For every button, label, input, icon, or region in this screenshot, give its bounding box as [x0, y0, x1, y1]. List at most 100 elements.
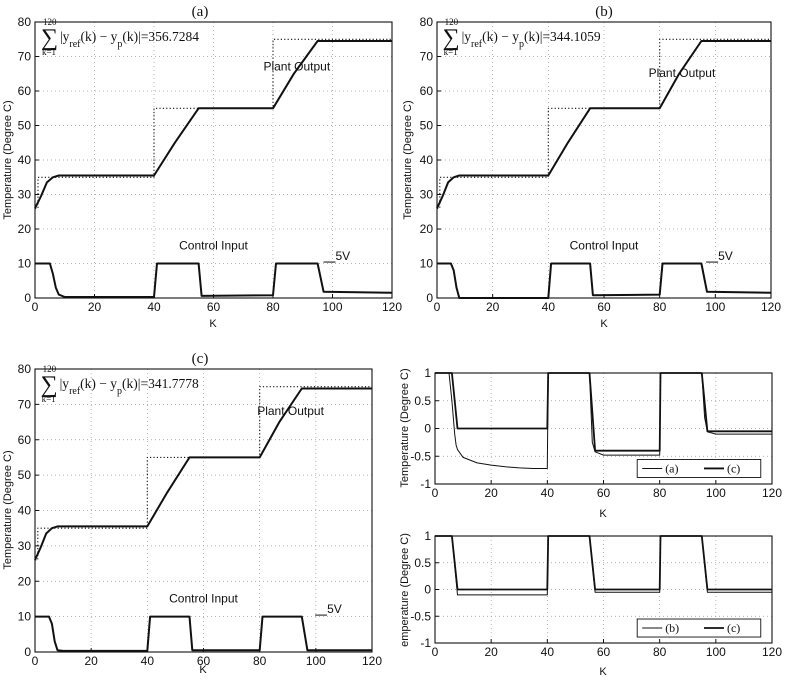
legend: (b) (c) [636, 618, 762, 638]
chart-diff1: 0 20 40 60 80 100 120 -1 -0.5 0 0.5 1 K Temperature (… [399, 366, 782, 520]
x-tick-label: 60 [597, 645, 611, 659]
sum-expression-part: |y [60, 29, 70, 44]
sum-expression-part: |y [462, 29, 472, 44]
y-tick-label: 40 [18, 504, 32, 518]
y-axis-label: Temperature (Degree C) [2, 100, 14, 219]
y-tick-label: 0 [24, 645, 31, 659]
y-tick-label: 0 [426, 291, 433, 305]
x-tick-label: 80 [253, 654, 267, 668]
y-tick-label: 10 [18, 610, 32, 624]
sum-upper-limit: 120 [43, 17, 57, 27]
x-tick-label: 40 [147, 300, 161, 314]
sum-formula: 120∑k=1 |yref(k) − yp(k)|=356.7284 [41, 17, 199, 57]
sum-formula: 120∑k=1 |yref(k) − yp(k)|=341.7778 [41, 364, 199, 404]
x-tick-label: 100 [706, 486, 726, 500]
x-tick-label: 40 [141, 654, 155, 668]
legend: (a) (c) [636, 459, 762, 478]
sum-value: =344.1059 [542, 29, 600, 44]
sum-value: =356.7284 [141, 29, 199, 44]
sum-symbol: ∑ [41, 372, 58, 398]
x-axis-label: K [209, 318, 217, 330]
scale-label: 5V [327, 602, 342, 616]
chart-title: (b) [595, 4, 613, 20]
y-tick-label: 70 [18, 397, 32, 411]
y-tick-label: 20 [420, 222, 434, 236]
x-tick-label: 0 [432, 486, 439, 500]
y-tick-label: 60 [420, 84, 434, 98]
x-tick-label: 20 [484, 486, 498, 500]
series-line-2 [437, 262, 772, 299]
y-tick-label: 60 [18, 84, 32, 98]
legend-box [636, 618, 762, 638]
y-tick-label: 50 [18, 468, 32, 482]
sum-upper-limit: 120 [445, 17, 459, 27]
x-tick-label: 120 [761, 300, 781, 314]
x-tick-label: 20 [486, 300, 500, 314]
x-tick-label: 20 [88, 300, 102, 314]
x-tick-label: 120 [382, 300, 402, 314]
control-input-label: Control Input [570, 239, 639, 253]
chart-title: (c) [192, 351, 209, 367]
y-tick-label: 80 [18, 362, 32, 376]
y-tick-label: 20 [18, 574, 32, 588]
sum-expression-part: (k) − y [81, 29, 118, 44]
chart-b: 0 20 40 60 80 100 120 0 10 20 30 40 50 60 70 80 K Tempera… [402, 4, 781, 330]
legend-label: (c) [727, 461, 740, 475]
sum-expression-part: (k)| [122, 29, 140, 44]
sum-expression: |yref(k) − yp(k)|=344.1059 [462, 29, 601, 50]
y-axis-label: emperature (Degree C) [399, 533, 411, 647]
legend-label: (b) [665, 621, 679, 635]
scale-label: 5V [335, 249, 350, 263]
sum-lower-limit: k=1 [42, 394, 56, 404]
x-tick-label: 80 [653, 645, 667, 659]
y-tick-label: 30 [420, 188, 434, 202]
x-tick-label: 20 [484, 645, 498, 659]
y-tick-label: 1 [424, 529, 431, 543]
control-input-label: Control Input [179, 239, 248, 253]
x-tick-label: 40 [541, 486, 555, 500]
x-tick-label: 120 [762, 486, 782, 500]
x-tick-label: 100 [705, 300, 725, 314]
series-line-0 [35, 38, 392, 209]
x-tick-label: 0 [434, 300, 441, 314]
x-tick-label: 80 [653, 300, 667, 314]
y-tick-label: 0.5 [414, 394, 431, 408]
x-tick-label: 60 [597, 486, 611, 500]
x-tick-label: 80 [653, 486, 667, 500]
sum-expression-part: ref [69, 38, 81, 49]
y-tick-label: 50 [18, 119, 32, 133]
x-tick-label: 0 [32, 654, 39, 668]
series-line-0 [435, 372, 772, 469]
y-tick-label: 70 [18, 50, 32, 64]
legend-label: (a) [665, 461, 678, 475]
sum-expression-part: ref [471, 38, 483, 49]
y-tick-label: 80 [420, 15, 434, 29]
x-tick-label: 100 [322, 300, 342, 314]
x-tick-label: 120 [362, 654, 382, 668]
x-tick-label: 20 [84, 654, 98, 668]
series-line-1 [436, 40, 771, 209]
x-axis-label: K [600, 318, 608, 330]
y-tick-label: 10 [420, 257, 434, 271]
sum-expression: |yref(k) − yp(k)|=341.7778 [60, 376, 199, 397]
sum-symbol: ∑ [41, 25, 58, 51]
x-tick-label: 60 [597, 300, 611, 314]
series-line-1 [34, 40, 392, 209]
x-tick-label: 100 [706, 645, 726, 659]
series-line-1 [435, 535, 772, 591]
x-axis-label: K [599, 508, 607, 520]
y-tick-label: 0.5 [414, 556, 431, 570]
plant-output-label: Plant Output [649, 66, 716, 80]
series-line-2 [35, 615, 372, 652]
sum-expression-part: (k) − y [80, 376, 117, 391]
sum-expression-part: p [117, 38, 122, 49]
plant-output-label: Plant Output [257, 404, 324, 418]
sum-value: =341.7778 [140, 376, 198, 391]
y-tick-label: 60 [18, 433, 32, 447]
x-axis-label: K [599, 666, 607, 678]
x-tick-label: 80 [266, 300, 280, 314]
control-input-label: Control Input [169, 591, 238, 605]
legend-box [636, 459, 762, 478]
series-line-1 [34, 387, 372, 561]
y-tick-label: 40 [18, 153, 32, 167]
